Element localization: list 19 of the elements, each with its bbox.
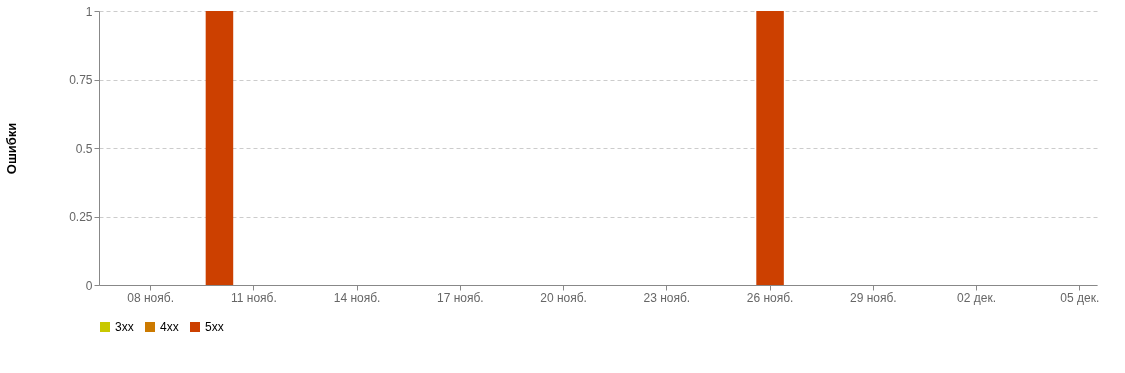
y-tick-label: 0.75 — [69, 73, 93, 87]
legend-label: 5xx — [205, 320, 224, 334]
x-tick-label: 05 дек. — [1060, 290, 1100, 305]
y-axis-title: Ошибки — [4, 122, 20, 175]
x-tick-label: 26 нояб. — [746, 290, 794, 305]
x-tick-label: 14 нояб. — [333, 290, 381, 305]
y-tick-label: 0.25 — [69, 210, 93, 224]
x-tick-label: 08 нояб. — [127, 290, 174, 305]
legend-label: 3xx — [115, 320, 134, 334]
x-tick-label: 29 нояб. — [849, 290, 897, 305]
x-tick-label: 02 дек. — [957, 290, 997, 305]
x-tick-label: 23 нояб. — [643, 290, 691, 305]
x-tick-label: 17 нояб. — [437, 290, 484, 305]
y-tick-label: 0 — [85, 278, 93, 293]
y-tick-label: 0.5 — [75, 141, 93, 156]
x-tick-label: 20 нояб. — [540, 290, 587, 305]
y-tick-label: 1 — [85, 4, 93, 19]
x-tick-label: 11 нояб. — [230, 290, 277, 305]
legend-label: 4xx — [160, 320, 179, 334]
